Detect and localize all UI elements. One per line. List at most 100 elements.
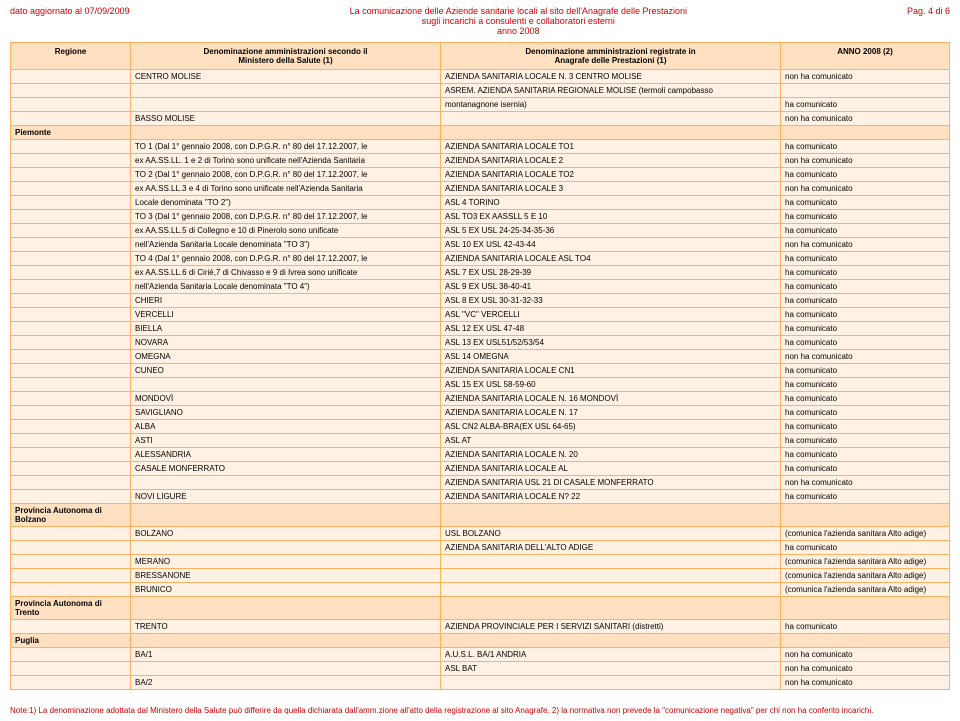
cell-status: non ha comunicato xyxy=(781,112,949,125)
table-row: BOLZANOUSL BOLZANO(comunica l'azienda sa… xyxy=(10,527,950,541)
table-row: ALESSANDRIAAZIENDA SANITARIA LOCALE N. 2… xyxy=(10,448,950,462)
region-name: Provincia Autonoma di Bolzano xyxy=(11,504,131,526)
col-anagrafe-line1: Denominazione amministrazioni registrate… xyxy=(445,47,776,56)
table-row: ALBAASL CN2 ALBA-BRA(EX USL 64-65)ha com… xyxy=(10,420,950,434)
cell-anagrafe: ASREM. AZIENDA SANITARIA REGIONALE MOLIS… xyxy=(441,84,781,97)
region-row: Provincia Autonoma di Trento xyxy=(10,597,950,620)
cell-ministero: ex AA.SS.LL.6 di Ciriè,7 di Chivasso e 9… xyxy=(131,266,441,279)
footnote: Note:1) La denominazione adottata dal Mi… xyxy=(10,706,950,715)
cell-anagrafe: ASL 4 TORINO xyxy=(441,196,781,209)
cell-ministero: TO 1 (Dal 1° gennaio 2008, con D.P.G.R. … xyxy=(131,140,441,153)
cell-anagrafe: AZIENDA SANITARIA LOCALE TO1 xyxy=(441,140,781,153)
table-header: Regione Denominazione amministrazioni se… xyxy=(10,42,950,70)
cell-status: ha comunicato xyxy=(781,210,949,223)
cell-status: ha comunicato xyxy=(781,490,949,503)
cell-status: ha comunicato xyxy=(781,252,949,265)
cell-ministero: BIELLA xyxy=(131,322,441,335)
table-row: TRENTOAZIENDA PROVINCIALE PER I SERVIZI … xyxy=(10,620,950,634)
cell-status: ha comunicato xyxy=(781,168,949,181)
cell-status: non ha comunicato xyxy=(781,476,949,489)
cell-ministero: BASSO MOLISE xyxy=(131,112,441,125)
table-row: MONDOVÌAZIENDA SANITARIA LOCALE N. 16 MO… xyxy=(10,392,950,406)
region-empty xyxy=(131,597,441,619)
table-row: VERCELLIASL "VC" VERCELLIha comunicato xyxy=(10,308,950,322)
table-row: ASL 15 EX USL 58-59-60ha comunicato xyxy=(10,378,950,392)
cell-status: ha comunicato xyxy=(781,434,949,447)
cell-ministero xyxy=(131,378,441,391)
cell-regione xyxy=(11,154,131,167)
cell-ministero: MONDOVÌ xyxy=(131,392,441,405)
table-body: CENTRO MOLISEAZIENDA SANITARIA LOCALE N.… xyxy=(10,70,950,690)
cell-regione xyxy=(11,196,131,209)
cell-regione xyxy=(11,252,131,265)
region-row: Provincia Autonoma di Bolzano xyxy=(10,504,950,527)
cell-anagrafe: AZIENDA SANITARIA LOCALE N. 20 xyxy=(441,448,781,461)
region-name: Provincia Autonoma di Trento xyxy=(11,597,131,619)
table-row: CENTRO MOLISEAZIENDA SANITARIA LOCALE N.… xyxy=(10,70,950,84)
cell-anagrafe: ASL 14 OMEGNA xyxy=(441,350,781,363)
cell-anagrafe: ASL 5 EX USL 24-25-34-35-36 xyxy=(441,224,781,237)
table-row: BRUNICO(comunica l'azienda sanitara Alto… xyxy=(10,583,950,597)
region-empty xyxy=(441,634,781,647)
cell-status: ha comunicato xyxy=(781,378,949,391)
cell-regione xyxy=(11,140,131,153)
cell-ministero: BOLZANO xyxy=(131,527,441,540)
cell-regione xyxy=(11,322,131,335)
cell-status: ha comunicato xyxy=(781,448,949,461)
region-empty xyxy=(781,504,949,526)
col-anno: ANNO 2008 (2) xyxy=(781,43,949,69)
table-row: OMEGNAASL 14 OMEGNAnon ha comunicato xyxy=(10,350,950,364)
cell-anagrafe: AZIENDA SANITARIA LOCALE 2 xyxy=(441,154,781,167)
cell-status: non ha comunicato xyxy=(781,154,949,167)
table-row: NOVARAASL 13 EX USL51/52/53/54ha comunic… xyxy=(10,336,950,350)
cell-anagrafe: ASL "VC" VERCELLI xyxy=(441,308,781,321)
cell-regione xyxy=(11,168,131,181)
cell-status: ha comunicato xyxy=(781,420,949,433)
cell-ministero xyxy=(131,662,441,675)
cell-status: ha comunicato xyxy=(781,266,949,279)
table-row: CUNEOAZIENDA SANITARIA LOCALE CN1ha comu… xyxy=(10,364,950,378)
table-row: ASL BATnon ha comunicato xyxy=(10,662,950,676)
region-empty xyxy=(441,126,781,139)
cell-anagrafe: AZIENDA SANITARIA DELL'ALTO ADIGE xyxy=(441,541,781,554)
region-empty xyxy=(131,634,441,647)
title-line-2: sugli incarichi a consulenti e collabora… xyxy=(130,16,907,26)
page-number: Pag. 4 di 6 xyxy=(907,6,950,16)
cell-ministero: ALBA xyxy=(131,420,441,433)
cell-ministero: nell'Azienda Sanitaria Locale denominata… xyxy=(131,280,441,293)
table-row: CHIERIASL 8 EX USL 30-31-32-33ha comunic… xyxy=(10,294,950,308)
cell-ministero xyxy=(131,476,441,489)
cell-ministero xyxy=(131,98,441,111)
table-row: Locale denominata "TO 2")ASL 4 TORINOha … xyxy=(10,196,950,210)
cell-anagrafe: AZIENDA SANITARIA LOCALE CN1 xyxy=(441,364,781,377)
table-row: ex AA.SS.LL.5 di Collegno e 10 di Pinero… xyxy=(10,224,950,238)
cell-ministero: TRENTO xyxy=(131,620,441,633)
cell-anagrafe: ASL 7 EX USL 28-29-39 xyxy=(441,266,781,279)
col-anagrafe: Denominazione amministrazioni registrate… xyxy=(441,43,781,69)
cell-ministero: ASTI xyxy=(131,434,441,447)
cell-status: non ha comunicato xyxy=(781,182,949,195)
table-row: BRESSANONE(comunica l'azienda sanitara A… xyxy=(10,569,950,583)
cell-regione xyxy=(11,527,131,540)
cell-ministero: OMEGNA xyxy=(131,350,441,363)
table-row: NOVI LIGUREAZIENDA SANITARIA LOCALE N? 2… xyxy=(10,490,950,504)
table-row: ASREM. AZIENDA SANITARIA REGIONALE MOLIS… xyxy=(10,84,950,98)
cell-ministero: NOVARA xyxy=(131,336,441,349)
table-row: MERANO(comunica l'azienda sanitara Alto … xyxy=(10,555,950,569)
table-row: AZIENDA SANITARIA DELL'ALTO ADIGEha comu… xyxy=(10,541,950,555)
col-regione: Regione xyxy=(11,43,131,69)
table-row: TO 4 (Dal 1° gennaio 2008, con D.P.G.R. … xyxy=(10,252,950,266)
table-row: montanagnone isernia)ha comunicato xyxy=(10,98,950,112)
cell-anagrafe: ASL 8 EX USL 30-31-32-33 xyxy=(441,294,781,307)
cell-regione xyxy=(11,266,131,279)
cell-status: (comunica l'azienda sanitara Alto adige) xyxy=(781,583,949,596)
cell-status: non ha comunicato xyxy=(781,648,949,661)
cell-regione xyxy=(11,70,131,83)
cell-status: ha comunicato xyxy=(781,336,949,349)
cell-anagrafe: ASL AT xyxy=(441,434,781,447)
title-line-1: La comunicazione delle Aziende sanitarie… xyxy=(130,6,907,16)
cell-regione xyxy=(11,294,131,307)
cell-ministero xyxy=(131,84,441,97)
cell-regione xyxy=(11,555,131,568)
region-empty xyxy=(781,597,949,619)
